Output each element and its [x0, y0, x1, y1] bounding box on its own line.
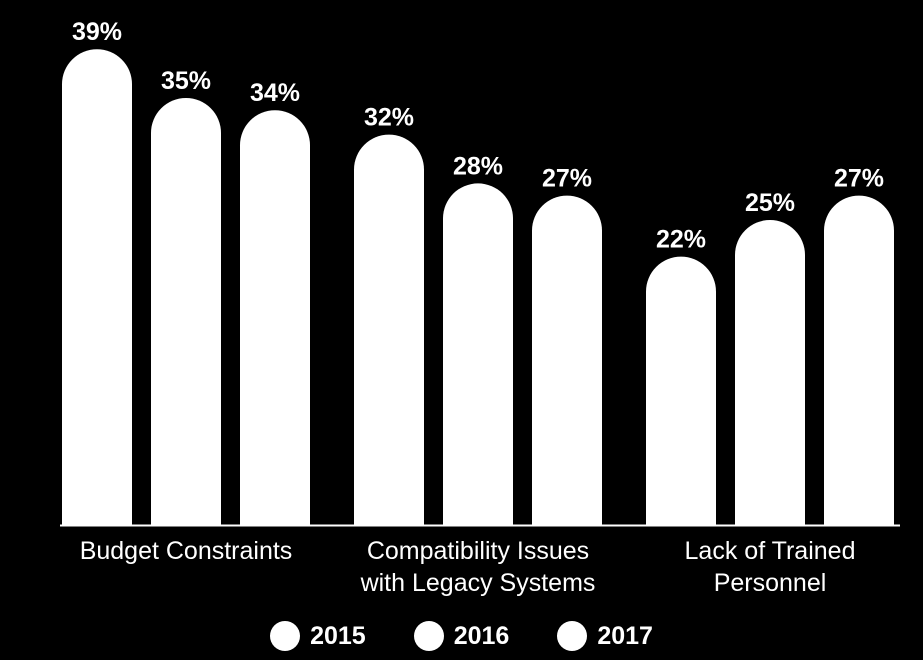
legend-item-2016: 2016 [413, 621, 510, 651]
bar-2016-group-3 [735, 220, 805, 525]
bar-2017-group-3 [824, 195, 894, 525]
bar-2015-group-2 [354, 134, 424, 525]
legend-item-2017: 2017 [557, 621, 653, 651]
legend-swatch-2015 [270, 621, 301, 651]
bar-2015-group-1 [62, 49, 132, 525]
category-label-3-line-1: Lack of Trained [685, 537, 856, 565]
bar-2015-group-3 [646, 256, 716, 525]
data-label-2015-group-3: 22% [656, 226, 706, 254]
data-label-2017-group-2: 27% [542, 165, 592, 193]
legend-label-2017: 2017 [597, 621, 653, 650]
legend-swatch-2016 [413, 621, 444, 651]
legend-label-2015: 2015 [310, 621, 366, 650]
data-label-2016-group-1: 35% [161, 67, 211, 95]
bar-2016-group-1 [151, 98, 221, 525]
legend-swatch-2017 [557, 621, 588, 651]
bar-chart: 39% 35% 34% Budget Constraints 32% 28% 27% Comp… [60, 18, 900, 597]
category-label-2-line-1: Compatibility Issues [367, 537, 589, 565]
data-label-2015-group-1: 39% [72, 18, 122, 46]
legend-item-2015: 2015 [270, 621, 366, 651]
legend-label-2016: 2016 [453, 621, 510, 650]
data-label-2016-group-2: 28% [453, 152, 503, 180]
data-label-2015-group-2: 32% [364, 104, 414, 132]
bar-2017-group-1 [240, 110, 310, 525]
data-label-2017-group-1: 34% [250, 79, 300, 107]
data-label-2017-group-3: 27% [834, 165, 884, 193]
category-label-1-line-1: Budget Constraints [80, 537, 293, 565]
bar-2016-group-2 [443, 183, 513, 525]
legend: 2015 2016 2017 [0, 618, 923, 654]
category-label-2-line-2: with Legacy Systems [360, 569, 596, 597]
category-label-3-line-2: Personnel [714, 569, 827, 597]
bar-2017-group-2 [532, 195, 602, 525]
data-label-2016-group-3: 25% [745, 189, 795, 217]
